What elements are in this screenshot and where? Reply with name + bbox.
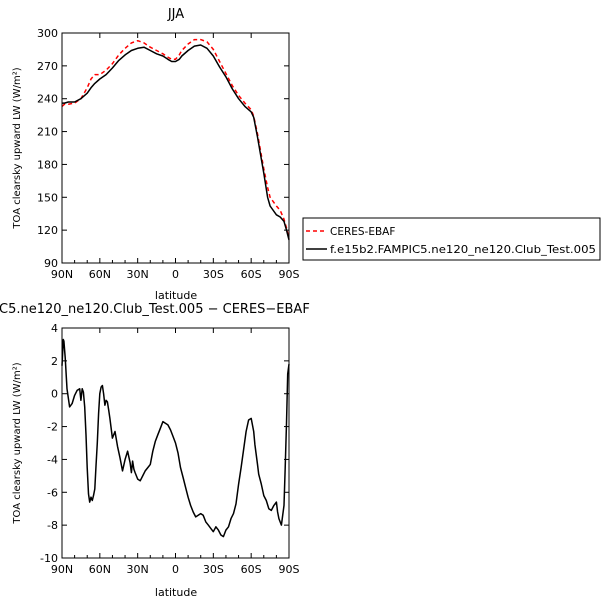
top-y-tick-label: 150 bbox=[37, 191, 58, 204]
bottom-y-tick-label: -8 bbox=[47, 519, 58, 532]
top-y-tick-label: 210 bbox=[37, 126, 58, 139]
top-x-tick-label: 90N bbox=[51, 268, 73, 281]
top-x-tick-label: 60S bbox=[241, 268, 262, 281]
bottom-x-tick-label: 0 bbox=[172, 563, 179, 576]
top-x-tick-label: 0 bbox=[172, 268, 179, 281]
top-chart-title: JJA bbox=[167, 7, 184, 22]
top-x-ticks: 90N 60N 30N 0 30S 60S 90S bbox=[51, 33, 300, 281]
top-x-axis-label: latitude bbox=[155, 289, 197, 302]
bottom-series-group bbox=[61, 338, 290, 538]
bottom-x-tick-label: 30S bbox=[203, 563, 224, 576]
top-series-line-0 bbox=[61, 38, 290, 240]
bottom-x-tick-label: 90N bbox=[51, 563, 73, 576]
bottom-x-axis-label: latitude bbox=[155, 586, 197, 599]
top-y-tick-label: 120 bbox=[37, 224, 58, 237]
bottom-series-line-0 bbox=[61, 338, 290, 538]
top-y-axis-label: TOA clearsky upward LW (W/m²) bbox=[12, 67, 23, 229]
legend-label-model: f.e15b2.FAMPIC5.ne120_ne120.Club_Test.00… bbox=[330, 244, 596, 256]
legend-box bbox=[302, 217, 601, 261]
top-y-tick-label: 180 bbox=[37, 158, 58, 171]
bottom-x-tick-label: 60S bbox=[241, 563, 262, 576]
top-y-tick-label: 90 bbox=[44, 257, 58, 270]
bottom-x-tick-label: 90S bbox=[279, 563, 300, 576]
top-x-tick-label: 90S bbox=[279, 268, 300, 281]
bottom-y-axis-label: TOA clearsky upward LW (W/m²) bbox=[12, 362, 23, 524]
bottom-y-tick-label: -4 bbox=[47, 453, 58, 466]
top-plot-frame bbox=[61, 32, 290, 264]
top-series-line-1 bbox=[62, 44, 290, 241]
bottom-y-tick-label: 4 bbox=[51, 322, 58, 335]
bottom-x-ticks: 90N 60N 30N 0 30S 60S 90S bbox=[51, 328, 300, 576]
bottom-x-tick-label: 30N bbox=[127, 563, 149, 576]
top-y-tick-label: 240 bbox=[37, 93, 58, 106]
top-series-group bbox=[61, 38, 290, 241]
legend-label-ceres: CERES-EBAF bbox=[330, 226, 395, 238]
bottom-y-tick-label: 0 bbox=[51, 388, 58, 401]
top-x-tick-label: 30S bbox=[203, 268, 224, 281]
bottom-y-ticks: -10 -8 -6 -4 -2 0 2 4 bbox=[40, 322, 289, 565]
top-x-tick-label: 30N bbox=[127, 268, 149, 281]
bottom-y-tick-label: -10 bbox=[40, 552, 58, 565]
bottom-y-tick-label: 2 bbox=[51, 355, 58, 368]
top-panel: JJA 90 120 150 180 210 240 270 300 90N 60N 30N 0 30… bbox=[12, 7, 601, 302]
bottom-y-tick-label: -2 bbox=[47, 421, 58, 434]
top-x-tick-label: 60N bbox=[89, 268, 111, 281]
bottom-panel: f.e15b2.FAMPIC5.ne120_ne120.Club_Test.00… bbox=[0, 302, 310, 599]
bottom-y-tick-label: -6 bbox=[47, 486, 58, 499]
top-y-ticks: 90 120 150 180 210 240 270 300 bbox=[37, 27, 289, 270]
bottom-chart-title: f.e15b2.FAMPIC5.ne120_ne120.Club_Test.00… bbox=[0, 302, 310, 317]
top-y-tick-label: 300 bbox=[37, 27, 58, 40]
top-y-tick-label: 270 bbox=[37, 60, 58, 73]
legend: CERES-EBAF f.e15b2.FAMPIC5.ne120_ne120.C… bbox=[302, 217, 601, 261]
bottom-x-tick-label: 60N bbox=[89, 563, 111, 576]
